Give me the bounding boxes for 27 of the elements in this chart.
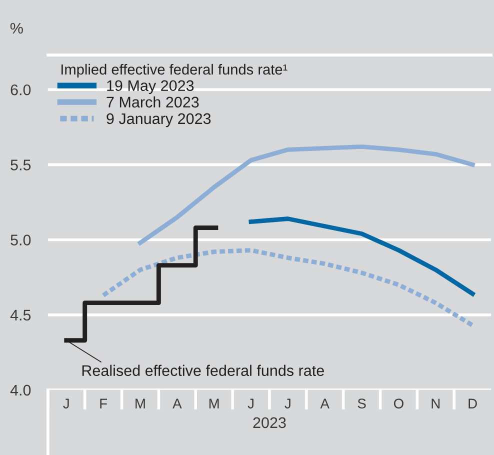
- annotation: Realised effective federal funds rate: [82, 364, 324, 376]
- x-tick-label: J: [248, 398, 254, 408]
- legend-label: 19 May 2023: [107, 80, 194, 94]
- legend-label: 7 March 2023: [106, 96, 199, 108]
- x-tick-label: A: [320, 398, 330, 408]
- x-tick-label: J: [284, 398, 290, 408]
- x-tick-label: N: [432, 398, 440, 408]
- x-tick-label: M: [209, 398, 219, 408]
- x-axis-title: 2023: [253, 417, 286, 428]
- y-tick-label: 4.0: [10, 384, 31, 396]
- x-tick-label: M: [136, 398, 145, 408]
- x-tick-label: D: [468, 398, 477, 408]
- line-series: [101, 248, 475, 328]
- y-axis-title: %: [10, 22, 23, 34]
- y-tick-label: 5.0: [10, 234, 31, 246]
- line-series: [138, 144, 475, 245]
- x-tick-label: S: [358, 398, 366, 408]
- y-tick-label: 4.5: [10, 310, 31, 321]
- x-tick-label: J: [63, 398, 69, 408]
- legend-title: Implied effective federal funds rate¹: [61, 64, 288, 78]
- y-tick-label: 5.5: [10, 160, 31, 170]
- x-tick-label: O: [394, 398, 404, 408]
- line-series: [248, 216, 475, 296]
- y-tick-label: 6.0: [10, 84, 31, 96]
- x-tick-label: A: [172, 398, 182, 408]
- legend-label: 9 January 2023: [106, 113, 211, 128]
- x-tick-label: F: [100, 398, 107, 408]
